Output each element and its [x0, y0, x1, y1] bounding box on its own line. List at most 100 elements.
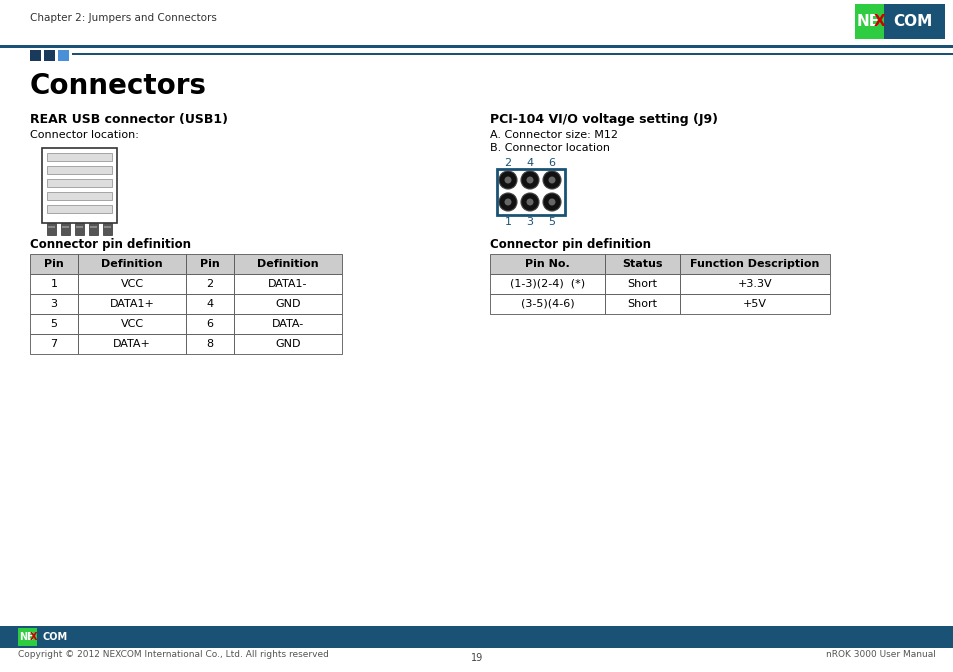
- Bar: [186, 254, 233, 274]
- Bar: [882, 4, 944, 39]
- Text: 4: 4: [526, 158, 533, 168]
- Bar: [103, 223, 112, 235]
- Text: X: X: [873, 14, 885, 29]
- Bar: [0, 626, 953, 648]
- Circle shape: [526, 177, 533, 183]
- Bar: [78, 294, 186, 314]
- Text: Pin: Pin: [44, 259, 64, 269]
- Bar: [47, 179, 112, 187]
- Circle shape: [542, 171, 560, 189]
- Text: 7: 7: [51, 339, 57, 349]
- Text: Short: Short: [627, 279, 657, 289]
- Text: GND: GND: [275, 299, 300, 309]
- Bar: [30, 314, 78, 334]
- Bar: [30, 254, 78, 274]
- Text: 3: 3: [51, 299, 57, 309]
- Bar: [490, 294, 604, 314]
- Text: REAR USB connector (USB1): REAR USB connector (USB1): [30, 113, 228, 126]
- Bar: [47, 223, 56, 235]
- Bar: [0, 45, 953, 48]
- Text: 5: 5: [548, 217, 555, 227]
- Bar: [233, 334, 341, 354]
- Bar: [71, 53, 953, 55]
- Bar: [233, 294, 341, 314]
- Text: GND: GND: [275, 339, 300, 349]
- Text: Status: Status: [621, 259, 662, 269]
- Circle shape: [498, 193, 517, 211]
- Bar: [47, 192, 112, 200]
- Text: Connector location:: Connector location:: [30, 130, 139, 140]
- Circle shape: [548, 177, 555, 183]
- Text: 2: 2: [206, 279, 213, 289]
- Bar: [186, 274, 233, 294]
- Bar: [490, 254, 604, 274]
- Text: COM: COM: [892, 14, 932, 29]
- Text: nROK 3000 User Manual: nROK 3000 User Manual: [825, 650, 935, 659]
- Circle shape: [542, 193, 560, 211]
- Text: (1-3)(2-4)  (*): (1-3)(2-4) (*): [510, 279, 584, 289]
- Bar: [186, 294, 233, 314]
- Text: DATA+: DATA+: [113, 339, 151, 349]
- Text: Copyright © 2012 NEXCOM International Co., Ltd. All rights reserved: Copyright © 2012 NEXCOM International Co…: [18, 650, 329, 659]
- Bar: [604, 274, 679, 294]
- Text: Connectors: Connectors: [30, 72, 207, 100]
- Bar: [186, 314, 233, 334]
- Text: COM: COM: [42, 632, 68, 642]
- Text: PCI-104 VI/O voltage setting (J9): PCI-104 VI/O voltage setting (J9): [490, 113, 718, 126]
- Circle shape: [504, 177, 511, 183]
- Text: DATA1-: DATA1-: [268, 279, 308, 289]
- Bar: [679, 274, 829, 294]
- Bar: [42, 148, 117, 223]
- Bar: [233, 314, 341, 334]
- Bar: [497, 169, 564, 215]
- Circle shape: [526, 198, 533, 206]
- Circle shape: [520, 171, 538, 189]
- Bar: [104, 226, 111, 228]
- Text: 4: 4: [206, 299, 213, 309]
- Text: Chapter 2: Jumpers and Connectors: Chapter 2: Jumpers and Connectors: [30, 13, 216, 23]
- Text: +3.3V: +3.3V: [737, 279, 772, 289]
- Text: (3-5)(4-6): (3-5)(4-6): [520, 299, 574, 309]
- Bar: [0, 0, 953, 45]
- Text: 1: 1: [504, 217, 511, 227]
- Text: B. Connector location: B. Connector location: [490, 143, 609, 153]
- Bar: [604, 254, 679, 274]
- Text: 1: 1: [51, 279, 57, 289]
- Text: 2: 2: [504, 158, 511, 168]
- Bar: [186, 334, 233, 354]
- Bar: [44, 50, 55, 61]
- Bar: [233, 274, 341, 294]
- Text: +5V: +5V: [742, 299, 766, 309]
- Bar: [30, 50, 41, 61]
- Text: 6: 6: [206, 319, 213, 329]
- Text: 8: 8: [206, 339, 213, 349]
- Bar: [78, 334, 186, 354]
- Text: Connector pin definition: Connector pin definition: [490, 238, 650, 251]
- Text: 6: 6: [548, 158, 555, 168]
- Bar: [48, 226, 55, 228]
- Text: VCC: VCC: [120, 319, 143, 329]
- Text: 19: 19: [471, 653, 482, 663]
- Text: 5: 5: [51, 319, 57, 329]
- Bar: [233, 254, 341, 274]
- Bar: [75, 223, 84, 235]
- Bar: [679, 254, 829, 274]
- Text: VCC: VCC: [120, 279, 143, 289]
- Bar: [30, 334, 78, 354]
- Text: X: X: [30, 632, 38, 642]
- Text: A. Connector size: M12: A. Connector size: M12: [490, 130, 618, 140]
- Bar: [47, 166, 112, 174]
- Bar: [89, 223, 98, 235]
- Bar: [47, 205, 112, 213]
- Text: Short: Short: [627, 299, 657, 309]
- Bar: [490, 274, 604, 294]
- Bar: [61, 223, 70, 235]
- Bar: [78, 254, 186, 274]
- Bar: [854, 4, 882, 39]
- Circle shape: [504, 198, 511, 206]
- Bar: [30, 274, 78, 294]
- Bar: [78, 314, 186, 334]
- Text: Pin: Pin: [200, 259, 219, 269]
- Text: Function Description: Function Description: [690, 259, 819, 269]
- Bar: [18, 628, 36, 646]
